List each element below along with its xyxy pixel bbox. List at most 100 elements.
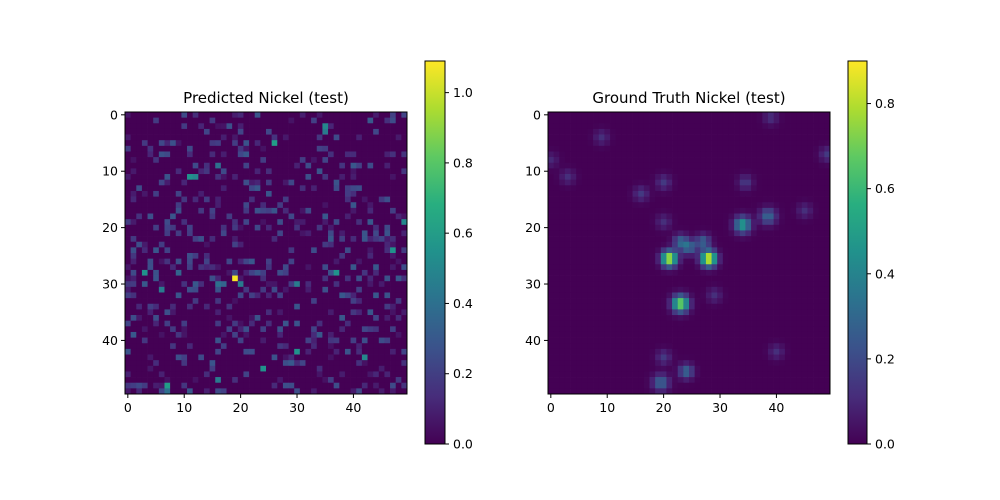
heatmap-cell <box>367 264 374 271</box>
heatmap-cell <box>677 371 684 378</box>
heatmap-cell <box>322 117 329 124</box>
heatmap-cell <box>356 264 363 271</box>
heatmap-cell <box>282 202 289 209</box>
heatmap-cell <box>615 190 622 197</box>
heatmap-cell <box>818 128 825 135</box>
heatmap-cell <box>705 315 712 322</box>
heatmap-cell <box>722 275 729 282</box>
heatmap-cell <box>632 185 639 192</box>
heatmap-cell <box>344 343 351 350</box>
heatmap-cell <box>581 241 588 248</box>
heatmap-cell <box>677 281 684 288</box>
heatmap-cell <box>153 360 160 367</box>
heatmap-cell <box>243 157 250 164</box>
heatmap-cell <box>170 140 177 147</box>
heatmap-cell <box>254 219 261 226</box>
heatmap-cell <box>164 213 171 220</box>
heatmap-cell <box>553 315 560 322</box>
heatmap-cell <box>328 224 335 231</box>
heatmap-cell <box>344 157 351 164</box>
heatmap-cell <box>187 207 194 214</box>
heatmap-cell <box>367 388 374 395</box>
heatmap-cell <box>649 292 656 299</box>
heatmap-cell <box>356 247 363 254</box>
heatmap-cell <box>683 179 690 186</box>
heatmap-cell <box>683 202 690 209</box>
heatmap-cell <box>593 326 600 333</box>
heatmap-cell <box>711 134 718 141</box>
heatmap-cell <box>305 230 312 237</box>
heatmap-cell <box>784 331 791 338</box>
heatmap-cell <box>136 241 143 248</box>
heatmap-cell <box>643 365 650 372</box>
heatmap-cell <box>170 371 177 378</box>
heatmap-cell <box>756 309 763 316</box>
heatmap-cell <box>643 371 650 378</box>
heatmap-cell <box>632 371 639 378</box>
heatmap-cell <box>598 281 605 288</box>
heatmap-cell <box>378 326 385 333</box>
heatmap-cell <box>796 219 803 226</box>
heatmap-cell <box>170 151 177 158</box>
heatmap-cell <box>333 123 340 130</box>
heatmap-cell <box>559 360 566 367</box>
heatmap-cell <box>660 253 667 259</box>
heatmap-cell <box>226 123 233 130</box>
heatmap-cell <box>322 315 329 322</box>
heatmap-cell <box>677 382 684 389</box>
heatmap-cell <box>593 382 600 389</box>
heatmap-cell <box>655 354 662 361</box>
heatmap-cell <box>807 207 814 214</box>
heatmap-cell <box>779 168 786 175</box>
heatmap-cell <box>626 258 633 265</box>
heatmap-cell <box>164 117 171 124</box>
heatmap-cell <box>779 162 786 169</box>
heatmap-cell <box>756 179 763 186</box>
heatmap-cell <box>677 326 684 333</box>
heatmap-cell <box>593 354 600 361</box>
heatmap-cell <box>220 253 227 259</box>
heatmap-cell <box>672 326 679 333</box>
heatmap-cell <box>626 348 633 355</box>
heatmap-cell <box>282 292 289 299</box>
heatmap-cell <box>158 145 165 152</box>
heatmap-cell <box>649 145 656 152</box>
heatmap-cell <box>249 196 256 203</box>
heatmap-cell <box>305 275 312 282</box>
heatmap-cell <box>824 123 831 130</box>
heatmap-cell <box>209 196 216 203</box>
heatmap-cell <box>604 253 611 259</box>
heatmap-cell <box>271 343 278 350</box>
heatmap-cell <box>203 112 210 118</box>
heatmap-cell <box>232 202 239 209</box>
heatmap-cell <box>581 326 588 333</box>
heatmap-cell <box>125 112 131 118</box>
heatmap-cell <box>170 179 177 186</box>
heatmap-cell <box>784 315 791 322</box>
heatmap-cell <box>756 157 763 164</box>
heatmap-cell <box>356 112 363 118</box>
heatmap-cell <box>153 348 160 355</box>
heatmap-cell <box>237 230 244 237</box>
heatmap-cell <box>610 230 617 237</box>
heatmap-cell <box>288 388 295 395</box>
heatmap-cell <box>705 219 712 226</box>
heatmap-cell <box>350 315 357 322</box>
heatmap-cell <box>649 269 656 276</box>
heatmap-cell <box>237 140 244 147</box>
heatmap-cell <box>700 224 707 231</box>
heatmap-cell <box>282 123 289 130</box>
heatmap-cell <box>181 134 188 141</box>
heatmap-cell <box>378 331 385 338</box>
heatmap-cell <box>294 365 301 372</box>
heatmap-cell <box>790 112 797 118</box>
heatmap-cell <box>125 365 131 372</box>
heatmap-cell <box>311 286 318 293</box>
heatmap-cell <box>164 354 171 361</box>
heatmap-cell <box>350 354 357 361</box>
heatmap-cell <box>311 162 318 169</box>
heatmap-cell <box>666 151 673 158</box>
heatmap-cell <box>344 281 351 288</box>
heatmap-cell <box>209 157 216 164</box>
heatmap-cell <box>638 371 645 378</box>
